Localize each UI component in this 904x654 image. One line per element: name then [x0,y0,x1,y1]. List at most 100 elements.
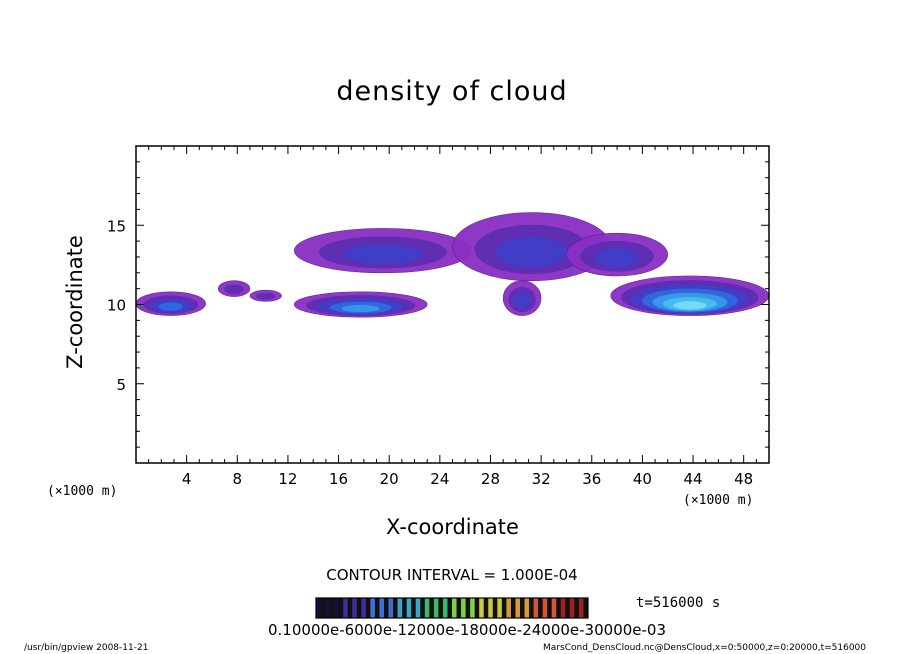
contour-region-upper-band-left [343,244,423,265]
x-tick-label: 4 [182,470,192,488]
colorbar-cell [415,598,421,618]
colorbar-cell [483,598,489,618]
colorbar-cell [352,598,358,618]
colorbar-cell [524,598,530,618]
x-unit-label-right: (×1000 m) [683,493,754,508]
colorbar-cell [510,598,516,618]
colorbar-cell [461,598,466,618]
x-tick-label: 20 [380,470,399,488]
colorbar-frame [315,597,589,619]
x-tick-label: 8 [233,470,243,488]
colorbar-cell [452,598,457,618]
y-axis-label: Z-coordinate [63,235,87,369]
contour-region-low-cloud-right [673,301,707,310]
colorbar-cell [456,598,462,618]
colorbar-cell [374,598,380,618]
y-tick-label: 10 [107,297,126,315]
x-unit-label-left: (×1000 m) [47,484,118,499]
colorbar-cell [470,598,476,618]
colorbar-cell [497,598,503,618]
colorbar-cell [347,598,353,618]
contour-fill-layer [135,212,770,318]
colorbar-cell [474,598,480,618]
x-tick-label: 28 [481,470,500,488]
colorbar-cell [379,598,385,618]
x-tick-label: 16 [329,470,348,488]
colorbar-cell [424,598,430,618]
contour-region-low-cloud-center [513,293,531,309]
x-tick-label: 40 [633,470,652,488]
colorbar-cell [547,598,553,618]
contour-interval-text: CONTOUR INTERVAL = 1.000E-04 [326,566,578,584]
colorbar-cell [529,598,534,618]
colorbar-cell [406,598,412,618]
colorbar-cell [365,598,371,618]
x-tick-label: 48 [734,470,753,488]
colorbar-cell [320,598,326,618]
colorbar-cell [334,598,340,618]
colorbar-tick-labels: 0.10000e-6000e-12000e-18000e-24000e-3000… [268,621,667,639]
colorbar-cell [361,598,367,618]
colorbar-cell [542,598,548,618]
colorbar-cell [316,598,321,618]
y-tick-label: 5 [116,376,126,394]
colorbar-cell [488,598,494,618]
colorbar-cell [438,598,444,618]
colorbar-cell [356,598,362,618]
colorbar-cell [411,598,417,618]
colorbar [315,597,589,619]
x-axis-ticks: 4 8 12 16 20 24 28 32 36 40 44 48 [148,146,757,488]
colorbar-cell [429,598,435,618]
colorbar-cell [569,598,575,618]
colorbar-cell [565,598,571,618]
x-tick-label: 44 [683,470,702,488]
colorbar-cell [397,598,403,618]
contour-region-small-patch-2 [256,292,276,300]
colorbar-cell [343,598,349,618]
y-axis-ticks: 5 10 15 [107,161,769,448]
colorbar-cell [393,598,398,618]
chart-title: density of cloud [336,76,568,107]
colorbar-cell [384,598,389,618]
contour-region-low-cloud-mid [341,304,380,313]
colorbar-cell [402,598,408,618]
footer-source: MarsCond_DensCloud.nc@DensCloud,x=0:5000… [543,643,866,653]
footer-command: /usr/bin/gpview 2008-11-21 [24,643,149,653]
colorbar-cell [551,598,557,618]
x-tick-label: 32 [532,470,551,488]
colorbar-cell [433,598,439,618]
colorbar-cell [442,598,448,618]
colorbar-cell [506,598,512,618]
colorbar-cell [420,598,426,618]
colorbar-cell [556,598,562,618]
colorbar-cell [338,598,344,618]
colorbar-cell [479,598,485,618]
colorbar-cell [465,598,471,618]
time-label: t=516000 s [636,595,721,611]
x-tick-label: 24 [430,470,449,488]
x-tick-label: 36 [582,470,601,488]
colorbar-cell [501,598,507,618]
colorbar-cell [538,598,544,618]
colorbar-cell [370,598,376,618]
contour-region-upper-band-center [496,236,567,268]
contour-region-upper-band-right [594,248,640,268]
colorbar-cell [447,598,453,618]
colorbar-cell [329,598,335,618]
colorbar-cell [388,598,394,618]
colorbar-cell [574,598,580,618]
colorbar-cell [325,598,330,618]
colorbar-cell [583,598,589,618]
colorbar-cell [492,598,498,618]
colorbar-cell [560,598,566,618]
y-tick-label: 15 [107,217,126,235]
x-axis-label: X-coordinate [386,515,519,539]
x-tick-label: 12 [278,470,297,488]
contour-region-left-edge-cloud [158,302,183,311]
contour-region-small-patch-1 [224,284,244,295]
colorbar-cell [578,598,584,618]
colorbar-cell [520,598,525,618]
colorbar-cell [533,598,539,618]
colorbar-cell [515,598,521,618]
